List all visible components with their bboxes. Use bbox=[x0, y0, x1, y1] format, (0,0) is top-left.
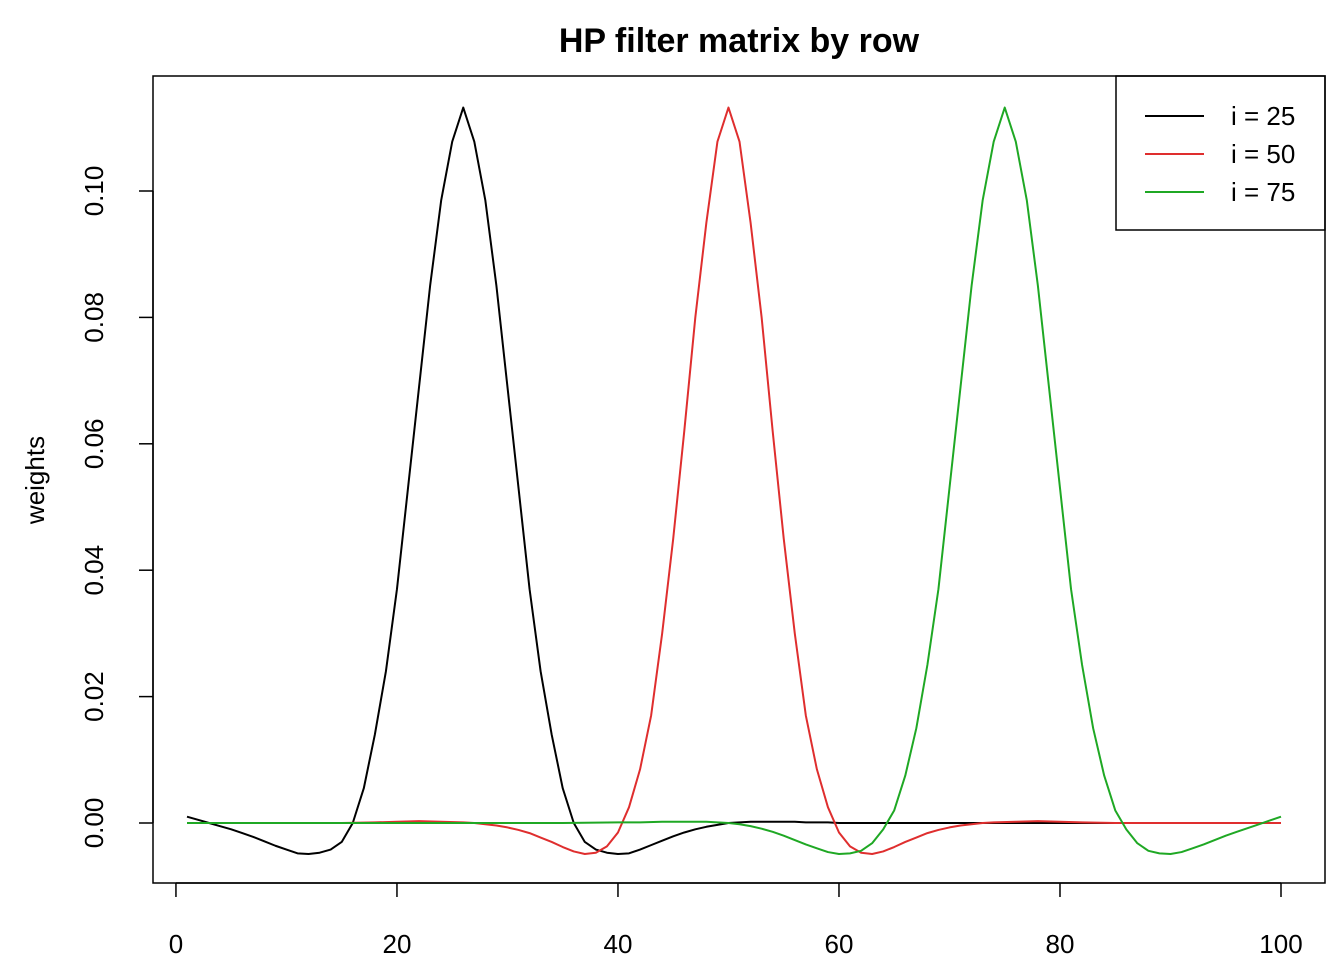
legend: i = 25 i = 50 i = 75 bbox=[1115, 75, 1326, 231]
x-tick-label: 100 bbox=[1259, 929, 1302, 959]
legend-box bbox=[1115, 75, 1326, 231]
y-axis-label: weights bbox=[20, 436, 50, 525]
y-tick-label: 0.04 bbox=[79, 545, 109, 596]
legend-label: i = 50 bbox=[1231, 139, 1295, 169]
y-tick-label: 0.02 bbox=[79, 671, 109, 722]
y-tick-label: 0.06 bbox=[79, 418, 109, 469]
series-layer bbox=[186, 106, 1282, 855]
chart-title: HP filter matrix by row bbox=[559, 22, 920, 60]
x-tick-label: 60 bbox=[825, 929, 854, 959]
y-tick-label: 0.10 bbox=[79, 166, 109, 217]
series-line-3 bbox=[187, 106, 1282, 855]
series-line-2 bbox=[187, 106, 1281, 855]
x-tick-label: 80 bbox=[1046, 929, 1075, 959]
y-tick-label: 0.00 bbox=[79, 798, 109, 849]
plot-frame bbox=[152, 75, 1326, 884]
x-tick-label: 20 bbox=[382, 929, 411, 959]
y-tick-label: 0.08 bbox=[79, 292, 109, 343]
y-axis: 0.00 0.02 0.04 0.06 0.08 0.10 bbox=[79, 166, 154, 849]
legend-label: i = 25 bbox=[1231, 101, 1295, 131]
x-tick-label: 40 bbox=[604, 929, 633, 959]
series-line-1 bbox=[186, 106, 1281, 855]
legend-label: i = 75 bbox=[1231, 177, 1295, 207]
x-axis: 0 20 40 60 80 100 bbox=[169, 882, 1303, 959]
x-tick-label: 0 bbox=[169, 929, 183, 959]
